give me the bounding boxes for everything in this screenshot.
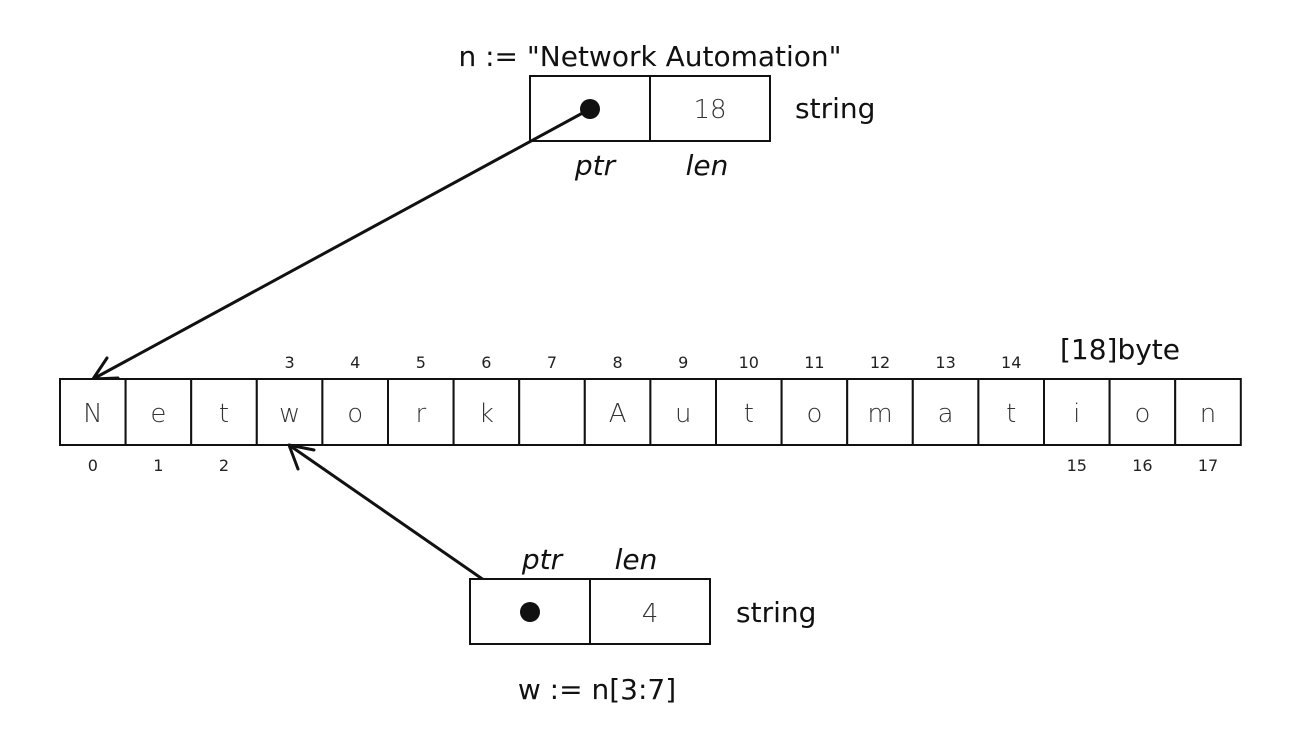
top-index-labels: 3 4 5 6 7 8 9 10 11 12 13 14 [285,353,1022,372]
bottom-type-label: string [736,596,816,629]
bottom-len-label: len [615,543,658,576]
byte-index-label: 4 [350,353,360,372]
byte-cell-char: A [609,399,627,429]
byte-index-label: 16 [1132,456,1152,475]
byte-index-label: 11 [804,353,824,372]
top-len-label: len [686,149,729,182]
byte-cell-char: t [219,399,229,429]
byte-cell-box [715,378,783,446]
byte-index-label: 17 [1198,456,1218,475]
byte-index-label: 2 [219,456,229,475]
byte-cell-box [1174,378,1242,446]
byte-cell-char: o [806,399,822,429]
top-string-header: n := "Network Automation" 18 string ptr … [458,40,875,182]
byte-index-label: 5 [416,353,426,372]
byte-index-label: 1 [153,456,163,475]
byte-cell-char: r [415,399,426,429]
byte-cell: A [583,378,652,446]
byte-index-label: 15 [1067,456,1087,475]
byte-cell: t [977,378,1046,446]
byte-cell: u [649,378,718,446]
byte-cell-char: a [938,399,954,429]
byte-cell-box [518,378,586,446]
byte-cell: r [387,378,455,446]
byte-index-label: 7 [547,353,557,372]
byte-index-label: 9 [678,353,688,372]
byte-cell-char: t [744,399,754,429]
top-len-value: 18 [693,95,726,125]
byte-cell: k [452,378,521,446]
bottom-index-labels: 0 1 2 15 16 17 [88,456,1218,475]
byte-cell-box [321,378,389,446]
byte-cell-char: e [150,399,166,429]
byte-index-label: 3 [285,353,295,372]
byte-index-label: 14 [1001,353,1021,372]
byte-cell-box [1108,378,1177,446]
top-string-declaration: n := "Network Automation" [458,40,841,73]
byte-index-label: 12 [870,353,890,372]
byte-cell-box [911,378,980,446]
byte-cell-box [124,378,193,446]
byte-cell-box [255,378,324,446]
top-pointer-arrow [91,107,591,381]
byte-cell: a [911,378,980,446]
byte-cell-char: N [83,399,102,429]
byte-cell-char: o [347,399,363,429]
byte-index-label: 10 [739,353,759,372]
byte-cell-box [583,378,652,446]
byte-cell: o [780,378,849,446]
bottom-string-header: ptr len 4 string w := n[3:7] [469,543,816,706]
top-ptr-label: ptr [574,149,617,182]
bottom-arrow-head [287,443,316,471]
byte-cell: o [321,378,389,446]
byte-cell-char: n [1200,399,1216,429]
byte-cell-char: w [279,399,300,429]
bottom-len-box [589,578,711,645]
byte-cell: i [1043,378,1111,446]
byte-index-label: 6 [481,353,491,372]
byte-cell-char: k [479,399,494,429]
top-arrow-line [92,107,591,381]
byte-cell: m [846,378,914,446]
byte-cell: t [715,378,783,446]
byte-cell-char: u [675,399,691,429]
byte-cell-char: o [1134,399,1150,429]
byte-cell-char: m [867,399,892,429]
byte-cell-box [1043,378,1111,446]
byte-cell: n [1174,378,1242,446]
byte-array-type-label: [18]byte [1060,333,1180,366]
top-type-label: string [795,92,875,125]
byte-cell-char: i [1073,399,1080,429]
byte-cell-char: t [1006,399,1016,429]
byte-cell: e [124,378,193,446]
byte-index-label: 13 [935,353,955,372]
byte-index-label: 8 [613,353,623,372]
byte-cell-box [59,378,127,446]
bottom-ptr-label: ptr [521,543,564,576]
byte-cell: o [1108,378,1177,446]
byte-cell-box [190,378,258,446]
bottom-string-declaration: w := n[3:7] [518,673,676,706]
top-len-box [649,75,771,142]
byte-cell: t [190,378,258,446]
byte-cell-box [846,378,914,446]
bottom-ptr-dot [520,602,540,622]
bottom-len-value: 4 [642,599,659,629]
byte-cell [518,378,586,446]
byte-index-label: 0 [88,456,98,475]
byte-cell: N [59,378,127,446]
byte-cell: w [255,378,324,446]
